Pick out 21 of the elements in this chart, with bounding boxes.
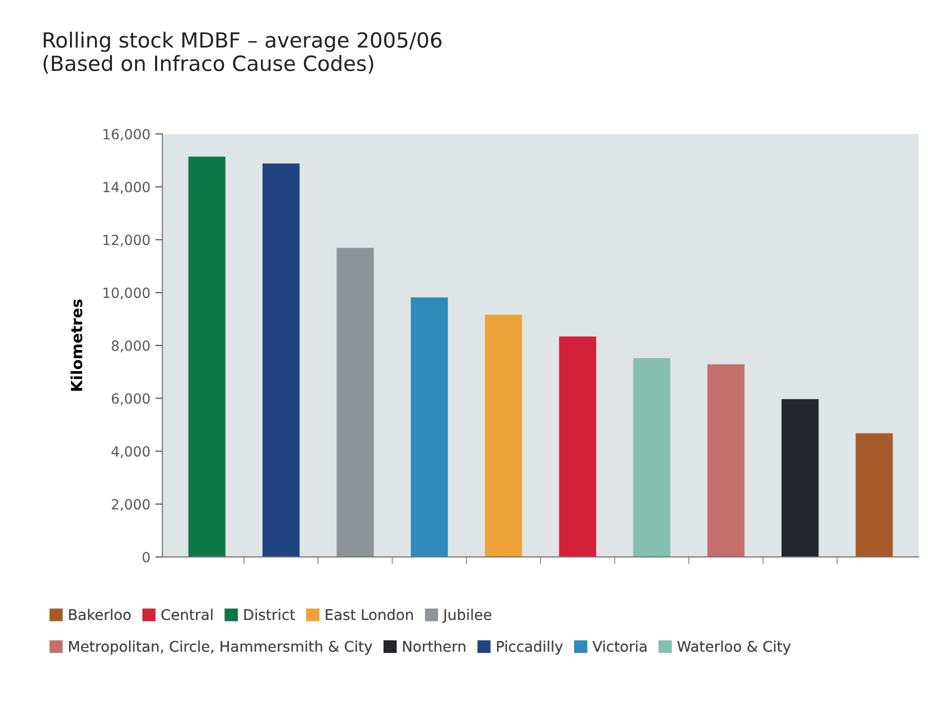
y-tick-label: 10,000 — [104, 288, 150, 300]
y-tick-label: 16,000 — [104, 128, 150, 141]
y-tick-label: 0 — [142, 552, 150, 562]
legend-label: Piccadilly — [497, 640, 563, 655]
y-tick-label: 14,000 — [104, 182, 150, 194]
y-tick-label: 12,000 — [104, 234, 150, 247]
legend-label: East London — [326, 608, 413, 620]
legend-label: Jubilee — [442, 608, 492, 623]
y-tick-label: 8,000 — [112, 340, 150, 352]
y-axis-title: Kilometres — [70, 299, 82, 391]
legend-label: District — [244, 608, 295, 620]
legend-label: Northern — [403, 640, 466, 652]
y-tick-label: 4,000 — [112, 446, 150, 458]
legend-label: Victoria — [592, 640, 646, 652]
legend-label: Central — [161, 608, 212, 620]
chart-title: Rolling stock MDBF – average 2005/06 (Based on Infraco Cause Codes) — [44, 32, 442, 74]
legend-label: Bakerloo — [69, 608, 131, 620]
legend-label: Metropolitan, Circle, Hammersmith & City — [69, 640, 372, 655]
y-tick-label: 2,000 — [112, 499, 150, 511]
legend-label: Waterloo & City — [677, 640, 791, 655]
y-tick-label: 6,000 — [112, 393, 150, 406]
